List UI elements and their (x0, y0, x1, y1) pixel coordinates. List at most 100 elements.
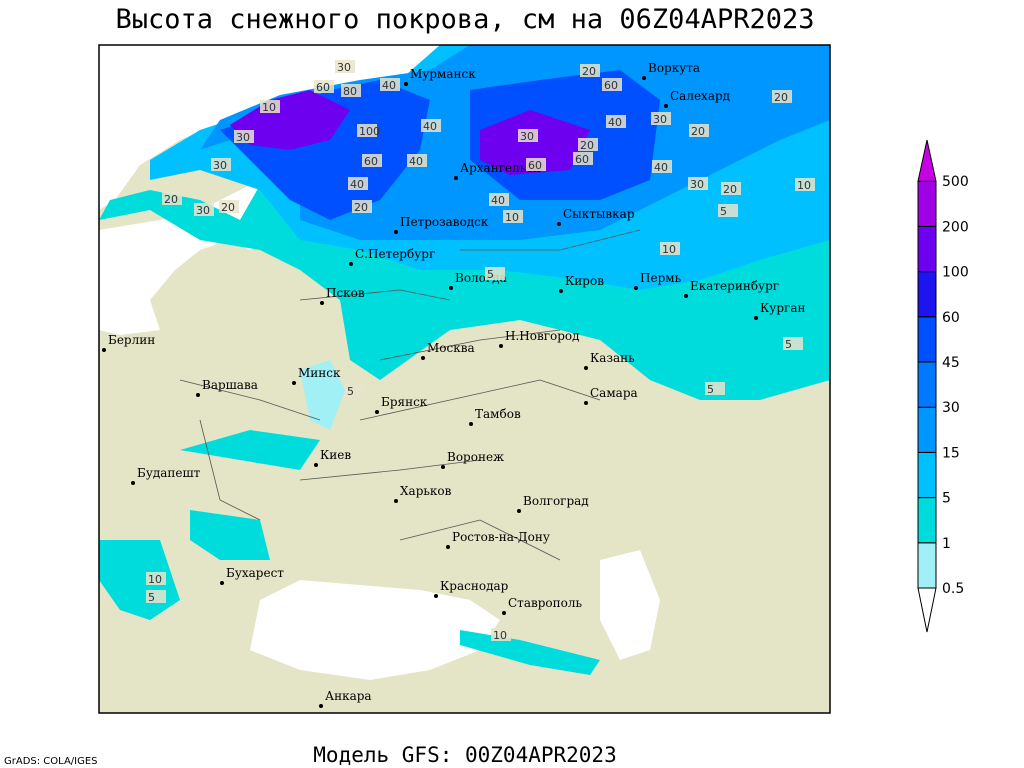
city-dot (394, 230, 398, 234)
contour-label-bg (718, 204, 738, 217)
contour-label: 60 (364, 155, 378, 168)
city-label: Варшава (202, 378, 258, 392)
contour-label: 20 (691, 125, 705, 138)
contour-label: 20 (580, 139, 594, 152)
contour-label: 5 (487, 268, 494, 281)
city-label: Воркута (648, 61, 700, 75)
city-label: Ростов-на-Дону (452, 530, 550, 544)
city-dot (664, 104, 668, 108)
city-dot (292, 381, 296, 385)
city-label: Тамбов (475, 407, 521, 421)
legend-label: 5 (942, 491, 951, 507)
borders (179, 229, 641, 561)
city-label: Харьков (400, 484, 452, 498)
contour-label-bg (380, 78, 400, 91)
legend-label: 60 (942, 310, 960, 326)
contour-label-bg (721, 182, 741, 195)
city-label: Архангельск (460, 161, 541, 175)
map-frame (98, 44, 831, 714)
contour-label: 40 (382, 79, 396, 92)
city-label: Казань (590, 351, 635, 365)
legend-swatch (917, 542, 937, 589)
city-label: Волгоград (523, 494, 589, 508)
black-sea (250, 580, 500, 680)
contour-label-bg (491, 628, 511, 641)
contour-label-bg (314, 80, 334, 93)
contour-label-bg (352, 200, 372, 213)
contour-label-bg (783, 337, 803, 350)
contour-label: 5 (148, 591, 155, 604)
contour-label-bg (660, 242, 680, 255)
city-label: Краснодар (440, 579, 509, 593)
city-label: Минск (298, 366, 341, 380)
footer: Модель GFS: 00Z04APR2023 (313, 743, 616, 767)
contour-label-bg (689, 124, 709, 137)
contour-label-bg (573, 152, 593, 165)
contour-label-bg (772, 90, 792, 103)
contour-label-bg (580, 64, 600, 77)
city-label: Петрозаводск (400, 215, 489, 229)
contour-label: 60 (528, 159, 542, 172)
city-dot (196, 393, 200, 397)
contour-label: 30 (236, 131, 250, 144)
legend-swatch (917, 361, 937, 408)
city-label: Н.Новгород (505, 329, 580, 343)
city-label: Москва (427, 341, 475, 355)
city-dot (754, 316, 758, 320)
contour-label-bg (688, 177, 708, 190)
contour-label-bg (606, 115, 626, 128)
city-dot (434, 594, 438, 598)
city-dot (375, 410, 379, 414)
contour-label: 20 (774, 91, 788, 104)
contour-label-bg (705, 382, 725, 395)
legend-swatch (917, 180, 937, 227)
contour-label: 60 (604, 79, 618, 92)
contour-label-bg (407, 154, 427, 167)
contour-label-bg (362, 154, 382, 167)
legend-swatch (917, 451, 937, 499)
city-dot (449, 286, 453, 290)
contour-label: 80 (343, 85, 357, 98)
contour-label: 5 (785, 338, 792, 351)
legend-low (917, 587, 937, 633)
baltic-sea (99, 175, 285, 335)
city-dot (319, 704, 323, 708)
legend-label: 100 (942, 265, 969, 281)
legend-label: 45 (942, 355, 960, 371)
contour-label: 10 (505, 211, 519, 224)
contour-label: 10 (493, 629, 507, 642)
contour-label-bg (485, 267, 505, 280)
city-dot (517, 509, 521, 513)
city-dot (502, 611, 506, 615)
legend-swatch (917, 497, 937, 544)
city-label: Берлин (108, 333, 155, 347)
contour-label-bg (518, 129, 538, 142)
contour-label-bg (503, 210, 523, 223)
contour-label-bg (260, 100, 280, 113)
city-dot (404, 82, 408, 86)
city-label: Екатеринбург (690, 279, 779, 293)
snow-south (99, 430, 600, 675)
contour-label-bg (219, 200, 239, 213)
contour-label: 60 (316, 81, 330, 94)
contour-label: 40 (608, 116, 622, 129)
contour-label: 5 (707, 383, 714, 396)
contour-label: 5 (720, 205, 727, 218)
contour-label-bg (341, 84, 361, 97)
city-dot (684, 294, 688, 298)
contour-label-bg (348, 177, 368, 190)
city-dot (421, 356, 425, 360)
contour-label: 10 (148, 573, 162, 586)
city-dot (454, 176, 458, 180)
contour-label-bg (795, 178, 815, 191)
city-label: Салехард (670, 89, 730, 103)
credit: GrADS: COLA/IGES (4, 756, 98, 767)
contour-label-bg (194, 203, 214, 216)
contour-label: 20 (221, 201, 235, 214)
contour-label-bg (651, 112, 671, 125)
contour-label: 30 (196, 204, 210, 217)
city-dot (584, 366, 588, 370)
contour-label-bg (335, 60, 355, 73)
labels: Мурманск Воркута Салехард Архангельск Сыктыв… (102, 60, 815, 708)
map: Мурманск Воркута Салехард Архангельск Сыктыв… (98, 44, 831, 714)
